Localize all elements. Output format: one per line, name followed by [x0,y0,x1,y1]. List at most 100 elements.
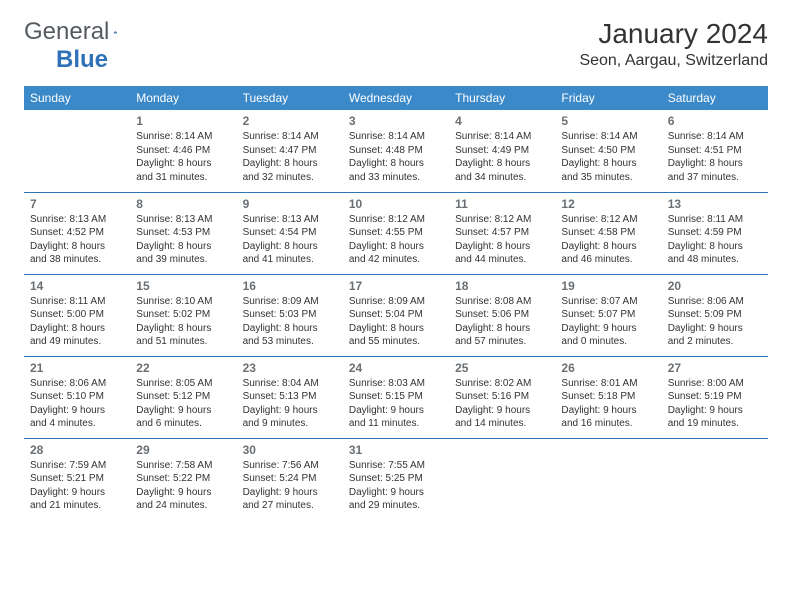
daylight-text: Daylight: 8 hours and 55 minutes. [349,322,443,349]
day-number: 6 [668,113,762,129]
sunset-text: Sunset: 4:46 PM [136,144,230,158]
sunset-text: Sunset: 4:57 PM [455,226,549,240]
calendar-cell: 7Sunrise: 8:13 AMSunset: 4:52 PMDaylight… [24,192,130,274]
calendar-cell: 14Sunrise: 8:11 AMSunset: 5:00 PMDayligh… [24,274,130,356]
day-header: Saturday [662,86,768,110]
sunset-text: Sunset: 5:07 PM [561,308,655,322]
sunrise-text: Sunrise: 8:06 AM [668,295,762,309]
day-number: 1 [136,113,230,129]
calendar-cell: 17Sunrise: 8:09 AMSunset: 5:04 PMDayligh… [343,274,449,356]
sunrise-text: Sunrise: 8:02 AM [455,377,549,391]
sunrise-text: Sunrise: 8:10 AM [136,295,230,309]
sunset-text: Sunset: 5:02 PM [136,308,230,322]
sunrise-text: Sunrise: 8:07 AM [561,295,655,309]
logo-sail-icon [113,22,118,42]
sunset-text: Sunset: 4:59 PM [668,226,762,240]
day-number: 20 [668,278,762,294]
sunrise-text: Sunrise: 8:13 AM [30,213,124,227]
calendar-cell: 16Sunrise: 8:09 AMSunset: 5:03 PMDayligh… [237,274,343,356]
calendar-cell: 29Sunrise: 7:58 AMSunset: 5:22 PMDayligh… [130,438,236,520]
daylight-text: Daylight: 9 hours and 14 minutes. [455,404,549,431]
sunset-text: Sunset: 5:25 PM [349,472,443,486]
day-number: 27 [668,360,762,376]
calendar-cell: 11Sunrise: 8:12 AMSunset: 4:57 PMDayligh… [449,192,555,274]
calendar-cell: 19Sunrise: 8:07 AMSunset: 5:07 PMDayligh… [555,274,661,356]
sunrise-text: Sunrise: 8:04 AM [243,377,337,391]
calendar-cell [555,438,661,520]
daylight-text: Daylight: 8 hours and 48 minutes. [668,240,762,267]
daylight-text: Daylight: 9 hours and 2 minutes. [668,322,762,349]
calendar-week-row: 28Sunrise: 7:59 AMSunset: 5:21 PMDayligh… [24,438,768,520]
title-block: January 2024 Seon, Aargau, Switzerland [579,18,768,70]
calendar-cell: 23Sunrise: 8:04 AMSunset: 5:13 PMDayligh… [237,356,343,438]
daylight-text: Daylight: 9 hours and 16 minutes. [561,404,655,431]
logo: General [24,18,143,46]
sunrise-text: Sunrise: 7:55 AM [349,459,443,473]
sunset-text: Sunset: 5:21 PM [30,472,124,486]
sunset-text: Sunset: 5:03 PM [243,308,337,322]
calendar-cell: 20Sunrise: 8:06 AMSunset: 5:09 PMDayligh… [662,274,768,356]
daylight-text: Daylight: 9 hours and 0 minutes. [561,322,655,349]
sunset-text: Sunset: 5:12 PM [136,390,230,404]
sunset-text: Sunset: 5:19 PM [668,390,762,404]
sunset-text: Sunset: 4:55 PM [349,226,443,240]
day-header: Tuesday [237,86,343,110]
calendar-cell: 26Sunrise: 8:01 AMSunset: 5:18 PMDayligh… [555,356,661,438]
daylight-text: Daylight: 9 hours and 19 minutes. [668,404,762,431]
sunrise-text: Sunrise: 8:13 AM [136,213,230,227]
daylight-text: Daylight: 8 hours and 37 minutes. [668,157,762,184]
daylight-text: Daylight: 8 hours and 42 minutes. [349,240,443,267]
calendar-cell [449,438,555,520]
calendar-cell: 30Sunrise: 7:56 AMSunset: 5:24 PMDayligh… [237,438,343,520]
sunrise-text: Sunrise: 8:14 AM [561,130,655,144]
day-number: 16 [243,278,337,294]
calendar-cell: 10Sunrise: 8:12 AMSunset: 4:55 PMDayligh… [343,192,449,274]
day-number: 9 [243,196,337,212]
calendar-week-row: 14Sunrise: 8:11 AMSunset: 5:00 PMDayligh… [24,274,768,356]
daylight-text: Daylight: 8 hours and 46 minutes. [561,240,655,267]
day-number: 30 [243,442,337,458]
calendar-cell: 21Sunrise: 8:06 AMSunset: 5:10 PMDayligh… [24,356,130,438]
calendar-cell: 18Sunrise: 8:08 AMSunset: 5:06 PMDayligh… [449,274,555,356]
calendar-cell: 15Sunrise: 8:10 AMSunset: 5:02 PMDayligh… [130,274,236,356]
daylight-text: Daylight: 8 hours and 35 minutes. [561,157,655,184]
logo-word-blue: Blue [56,46,108,73]
daylight-text: Daylight: 8 hours and 53 minutes. [243,322,337,349]
calendar-cell: 4Sunrise: 8:14 AMSunset: 4:49 PMDaylight… [449,110,555,192]
sunset-text: Sunset: 4:54 PM [243,226,337,240]
calendar-cell: 13Sunrise: 8:11 AMSunset: 4:59 PMDayligh… [662,192,768,274]
day-number: 11 [455,196,549,212]
day-number: 8 [136,196,230,212]
calendar-cell: 31Sunrise: 7:55 AMSunset: 5:25 PMDayligh… [343,438,449,520]
sunrise-text: Sunrise: 8:03 AM [349,377,443,391]
daylight-text: Daylight: 8 hours and 32 minutes. [243,157,337,184]
day-number: 24 [349,360,443,376]
location-label: Seon, Aargau, Switzerland [579,52,768,70]
calendar-cell: 25Sunrise: 8:02 AMSunset: 5:16 PMDayligh… [449,356,555,438]
calendar-cell: 2Sunrise: 8:14 AMSunset: 4:47 PMDaylight… [237,110,343,192]
day-header: Monday [130,86,236,110]
sunrise-text: Sunrise: 8:14 AM [243,130,337,144]
sunset-text: Sunset: 5:13 PM [243,390,337,404]
sunrise-text: Sunrise: 8:12 AM [455,213,549,227]
sunset-text: Sunset: 5:18 PM [561,390,655,404]
day-number: 12 [561,196,655,212]
day-header: Wednesday [343,86,449,110]
daylight-text: Daylight: 8 hours and 44 minutes. [455,240,549,267]
sunrise-text: Sunrise: 8:13 AM [243,213,337,227]
day-number: 13 [668,196,762,212]
sunset-text: Sunset: 5:09 PM [668,308,762,322]
sunrise-text: Sunrise: 7:56 AM [243,459,337,473]
sunrise-text: Sunrise: 7:58 AM [136,459,230,473]
daylight-text: Daylight: 8 hours and 38 minutes. [30,240,124,267]
day-number: 3 [349,113,443,129]
sunset-text: Sunset: 4:49 PM [455,144,549,158]
daylight-text: Daylight: 9 hours and 4 minutes. [30,404,124,431]
day-number: 7 [30,196,124,212]
calendar-cell: 22Sunrise: 8:05 AMSunset: 5:12 PMDayligh… [130,356,236,438]
calendar-cell: 6Sunrise: 8:14 AMSunset: 4:51 PMDaylight… [662,110,768,192]
daylight-text: Daylight: 9 hours and 29 minutes. [349,486,443,513]
day-number: 25 [455,360,549,376]
day-number: 23 [243,360,337,376]
calendar-cell: 27Sunrise: 8:00 AMSunset: 5:19 PMDayligh… [662,356,768,438]
